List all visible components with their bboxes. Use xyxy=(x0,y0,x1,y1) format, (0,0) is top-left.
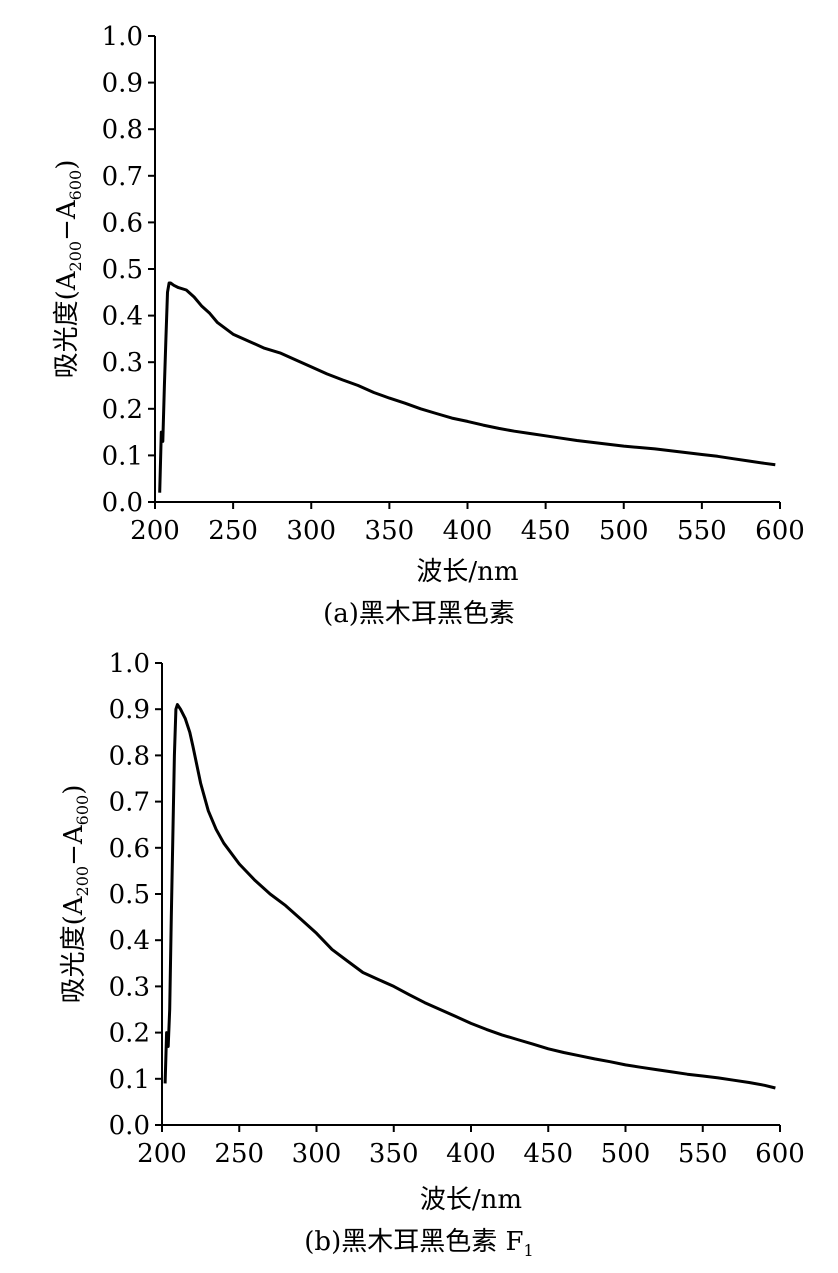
x-tick-label: 250 xyxy=(214,1139,264,1169)
y-tick-label: 1.0 xyxy=(109,649,150,679)
x-axis-label: 波长/nm xyxy=(420,1185,522,1215)
x-tick-label: 600 xyxy=(755,1139,805,1169)
x-tick-label: 600 xyxy=(755,516,805,546)
x-tick-labels: 200 250 300 350 400 450 500 550 600 xyxy=(137,1139,805,1169)
x-tick-label: 500 xyxy=(601,1139,651,1169)
chart-b: 200 250 300 350 400 450 500 550 600 0.0 0.1 0.2 0.3… xyxy=(0,636,838,1273)
y-tick-label: 0.1 xyxy=(102,441,143,471)
x-tick-label: 550 xyxy=(677,516,727,546)
y-tick-label: 0.8 xyxy=(102,115,143,145)
y-tick-label: 0.9 xyxy=(109,695,150,725)
x-tick-label: 450 xyxy=(523,1139,573,1169)
tick-marks xyxy=(155,662,781,1132)
y-tick-label: 0.8 xyxy=(109,741,150,771)
x-tick-label: 200 xyxy=(137,1139,187,1169)
y-tick-label: 0.6 xyxy=(109,834,150,864)
y-tick-label: 0.5 xyxy=(102,255,143,285)
tick-marks xyxy=(148,35,781,509)
x-tick-label: 300 xyxy=(286,516,336,546)
series-line xyxy=(163,703,776,1090)
x-axis-label: 波长/nm xyxy=(416,557,518,587)
series-line xyxy=(158,281,776,493)
y-tick-label: 0.4 xyxy=(102,302,143,332)
y-tick-label: 0.3 xyxy=(109,972,150,1002)
y-tick-label: 0.6 xyxy=(102,208,143,238)
y-axis-label: 吸光度(A200−A600) xyxy=(59,785,92,1004)
y-tick-label: 0.5 xyxy=(109,880,150,910)
y-tick-label: 0.4 xyxy=(109,926,150,956)
x-tick-labels: 200 250 300 350 400 450 500 550 600 xyxy=(130,516,805,546)
x-tick-label: 400 xyxy=(446,1139,496,1169)
y-tick-label: 0.7 xyxy=(102,162,143,192)
chart-b-svg: 200 250 300 350 400 450 500 550 600 0.0 0.1 0.2 0.3… xyxy=(59,649,805,1260)
x-tick-label: 200 xyxy=(130,516,180,546)
y-tick-label: 0.0 xyxy=(109,1111,150,1141)
chart-a-svg: 200 250 300 350 400 450 500 550 600 0.0 0.1 0.2 0.3… xyxy=(52,22,805,629)
x-tick-label: 350 xyxy=(365,516,415,546)
y-tick-label: 0.9 xyxy=(102,69,143,99)
chart-caption: (a)黑木耳黑色素 xyxy=(323,599,515,629)
y-tick-labels: 0.0 0.1 0.2 0.3 0.4 0.5 0.6 0.7 0.8 0.9 1.0 xyxy=(102,22,143,518)
x-tick-label: 550 xyxy=(678,1139,728,1169)
x-tick-label: 500 xyxy=(599,516,649,546)
y-tick-label: 1.0 xyxy=(102,22,143,52)
y-tick-label: 0.2 xyxy=(102,395,143,425)
y-tick-label: 0.0 xyxy=(102,488,143,518)
x-tick-label: 250 xyxy=(208,516,258,546)
y-tick-label: 0.7 xyxy=(109,788,150,818)
y-axis-label: 吸光度(A200−A600) xyxy=(52,160,85,379)
x-tick-label: 450 xyxy=(521,516,571,546)
y-tick-label: 0.2 xyxy=(109,1019,150,1049)
chart-caption: (b)黑木耳黑色素 F1 xyxy=(304,1227,533,1260)
y-tick-label: 0.1 xyxy=(109,1065,150,1095)
y-tick-labels: 0.0 0.1 0.2 0.3 0.4 0.5 0.6 0.7 0.8 0.9 1.0 xyxy=(109,649,150,1141)
x-tick-label: 300 xyxy=(292,1139,342,1169)
y-tick-label: 0.3 xyxy=(102,348,143,378)
x-tick-label: 350 xyxy=(369,1139,419,1169)
chart-a: 200 250 300 350 400 450 500 550 600 0.0 0.1 0.2 0.3… xyxy=(0,0,838,636)
x-tick-label: 400 xyxy=(443,516,493,546)
